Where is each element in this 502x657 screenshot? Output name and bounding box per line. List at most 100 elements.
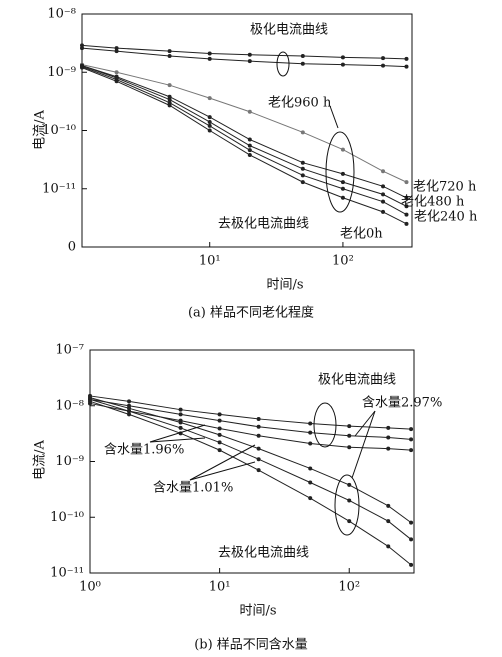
data-point bbox=[409, 520, 414, 525]
data-point bbox=[347, 445, 352, 450]
chart-caption: (a) 样品不同老化程度 bbox=[188, 305, 314, 321]
annotation: 老化240 h bbox=[414, 210, 478, 225]
data-point bbox=[308, 441, 313, 446]
leader-line bbox=[189, 444, 256, 481]
data-point bbox=[114, 79, 119, 84]
y-tick-label: 10⁻⁷ bbox=[55, 343, 84, 358]
x-tick-label: 10⁰ bbox=[79, 580, 101, 595]
data-point bbox=[381, 56, 386, 61]
data-point bbox=[247, 148, 252, 153]
data-point bbox=[340, 171, 345, 176]
data-point bbox=[114, 49, 119, 54]
y-tick-label: 10⁻¹⁰ bbox=[50, 510, 84, 525]
annotation: 极化电流曲线 bbox=[250, 23, 328, 38]
data-point bbox=[256, 446, 261, 451]
data-point bbox=[178, 407, 183, 412]
annotation: 含水量1.01% bbox=[153, 480, 233, 496]
data-point bbox=[217, 412, 222, 417]
y-tick-label: 10⁻¹⁰ bbox=[42, 123, 76, 138]
data-point bbox=[207, 119, 212, 124]
data-point bbox=[207, 96, 212, 101]
data-point bbox=[404, 221, 409, 226]
data-point bbox=[247, 52, 252, 57]
data-point bbox=[308, 421, 313, 426]
data-point bbox=[127, 412, 132, 417]
data-point bbox=[308, 496, 313, 501]
callout-ellipse bbox=[276, 51, 290, 77]
data-point bbox=[256, 416, 261, 421]
data-point bbox=[300, 180, 305, 185]
y-tick-label: 10⁻⁸ bbox=[47, 7, 76, 22]
data-point bbox=[340, 62, 345, 67]
data-point bbox=[207, 123, 212, 128]
x-axis-label: 时间/s bbox=[266, 278, 303, 293]
data-point bbox=[256, 433, 261, 438]
data-point bbox=[386, 425, 391, 430]
data-point bbox=[347, 519, 352, 524]
data-point bbox=[300, 130, 305, 135]
x-tick-label: 10² bbox=[338, 580, 360, 595]
data-point bbox=[386, 544, 391, 549]
data-point bbox=[207, 51, 212, 56]
annotation: 老化720 h bbox=[413, 180, 477, 195]
data-point bbox=[300, 61, 305, 66]
data-point bbox=[167, 97, 172, 102]
data-point bbox=[404, 56, 409, 61]
data-point bbox=[247, 59, 252, 64]
leader-line bbox=[354, 410, 376, 437]
data-point bbox=[300, 166, 305, 171]
data-point bbox=[217, 418, 222, 423]
data-point bbox=[381, 169, 386, 174]
annotation: 老化480 h bbox=[401, 195, 465, 210]
data-point bbox=[340, 147, 345, 152]
data-point bbox=[256, 468, 261, 473]
data-point bbox=[167, 94, 172, 99]
data-point bbox=[167, 49, 172, 54]
data-point bbox=[404, 64, 409, 69]
leader-line bbox=[189, 461, 256, 481]
data-point bbox=[340, 186, 345, 191]
data-point bbox=[256, 457, 261, 462]
data-point bbox=[381, 192, 386, 197]
y-tick-label: 0 bbox=[68, 240, 76, 255]
data-point bbox=[300, 173, 305, 178]
data-point bbox=[178, 420, 183, 425]
data-point bbox=[386, 446, 391, 451]
data-point bbox=[247, 109, 252, 114]
chart-caption: (b) 样品不同含水量 bbox=[194, 637, 308, 653]
data-point bbox=[247, 143, 252, 148]
series-line bbox=[89, 397, 412, 524]
data-point bbox=[381, 63, 386, 68]
series-line bbox=[89, 398, 412, 540]
data-point bbox=[88, 399, 92, 404]
y-tick-label: 10⁻⁹ bbox=[47, 65, 76, 80]
callout-ellipse bbox=[313, 402, 337, 448]
y-tick-label: 10⁻⁸ bbox=[55, 398, 84, 413]
data-point bbox=[347, 482, 352, 487]
x-axis-label: 时间/s bbox=[239, 604, 276, 619]
data-point bbox=[386, 435, 391, 440]
annotation: 含水量1.96% bbox=[104, 442, 184, 458]
data-point bbox=[347, 433, 352, 438]
data-point bbox=[340, 55, 345, 60]
data-point bbox=[217, 448, 222, 453]
data-point bbox=[347, 424, 352, 429]
annotation: 去极化电流曲线 bbox=[218, 546, 309, 561]
series-line bbox=[81, 66, 407, 216]
data-point bbox=[409, 437, 414, 442]
data-point bbox=[80, 43, 84, 48]
x-tick-label: 10¹ bbox=[209, 580, 231, 595]
data-point bbox=[409, 537, 414, 542]
data-point bbox=[381, 209, 386, 214]
data-point bbox=[247, 152, 252, 157]
y-axis-label: 电流/A bbox=[33, 110, 48, 150]
data-point bbox=[340, 195, 345, 200]
data-point bbox=[127, 409, 132, 414]
annotation: 去极化电流曲线 bbox=[218, 217, 309, 232]
data-point bbox=[80, 65, 84, 70]
data-point bbox=[114, 70, 119, 75]
data-point bbox=[217, 440, 222, 445]
data-point bbox=[217, 432, 222, 437]
data-point bbox=[114, 46, 119, 51]
